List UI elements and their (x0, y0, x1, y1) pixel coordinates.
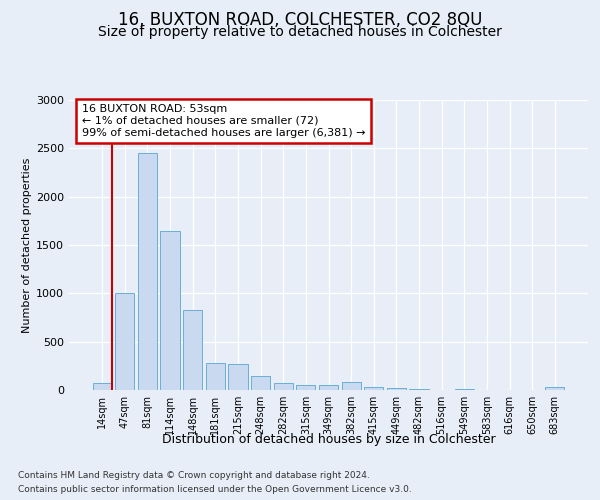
Bar (274, 383, 293, 390)
Bar (115, 294, 134, 390)
Text: 16, BUXTON ROAD, COLCHESTER, CO2 8QU: 16, BUXTON ROAD, COLCHESTER, CO2 8QU (118, 11, 482, 29)
Bar (387, 388, 406, 390)
Bar (251, 376, 270, 390)
Bar (183, 310, 202, 390)
Bar (319, 384, 338, 390)
Bar (296, 384, 316, 390)
Text: Contains HM Land Registry data © Crown copyright and database right 2024.: Contains HM Land Registry data © Crown c… (18, 471, 370, 480)
Bar (545, 387, 565, 390)
Text: Contains public sector information licensed under the Open Government Licence v3: Contains public sector information licen… (18, 485, 412, 494)
Text: 16 BUXTON ROAD: 53sqm
← 1% of detached houses are smaller (72)
99% of semi-detac: 16 BUXTON ROAD: 53sqm ← 1% of detached h… (82, 104, 365, 138)
Bar (138, 153, 157, 390)
Bar (455, 389, 474, 390)
Y-axis label: Number of detached properties: Number of detached properties (22, 158, 32, 332)
Bar (92, 383, 112, 390)
Bar (229, 364, 248, 390)
Bar (341, 382, 361, 390)
Bar (160, 230, 180, 390)
Bar (409, 388, 428, 390)
Bar (364, 386, 383, 390)
Bar (206, 363, 225, 390)
Text: Distribution of detached houses by size in Colchester: Distribution of detached houses by size … (162, 432, 496, 446)
Text: Size of property relative to detached houses in Colchester: Size of property relative to detached ho… (98, 25, 502, 39)
